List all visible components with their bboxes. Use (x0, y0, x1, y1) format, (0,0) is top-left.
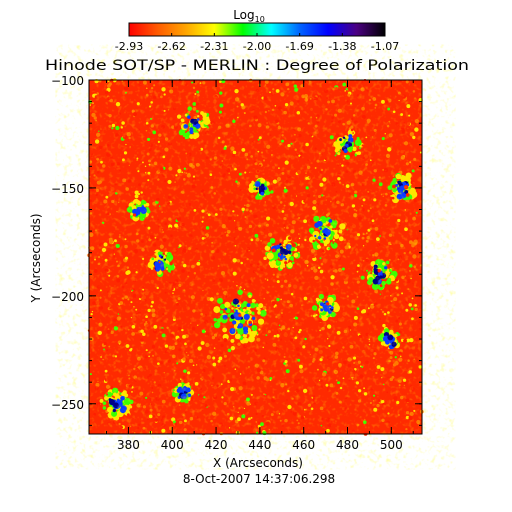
colorbar-tick-label: -2.93 (115, 40, 143, 53)
chart-title: Hinode SOT/SP - MERLIN : Degree of Polar… (45, 58, 469, 74)
colorbar-tick-label: -2.00 (243, 40, 271, 53)
colorbar-ticks: -2.93 -2.62 -2.31 -2.00 -1.69 -1.38 -1.07 (115, 33, 399, 53)
x-tick-label: 380 (117, 438, 140, 452)
x-tick-label: 400 (161, 438, 184, 452)
x-tick-label: 420 (205, 438, 228, 452)
colorbar-tick-label: -1.07 (371, 40, 399, 53)
timestamp: 8-Oct-2007 14:37:06.298 (183, 472, 335, 486)
x-tick-label: 440 (248, 438, 271, 452)
colorbar-tick-label: -1.38 (328, 40, 356, 53)
y-tick-label: −250 (51, 398, 84, 412)
x-tick-label: 480 (336, 438, 359, 452)
colorbar-tick-label: -2.62 (157, 40, 185, 53)
colorbar-tick-label: -1.69 (285, 40, 313, 53)
plot-area (87, 78, 424, 436)
plot-frame (88, 79, 423, 435)
colorbar-tick-label: -2.31 (200, 40, 228, 53)
y-tick-label: −150 (51, 182, 84, 196)
colorbar-label: Log10 (233, 8, 265, 24)
y-axis-label: Y (Arcseconds) (29, 213, 43, 303)
axis-ticks: 380 400 420 440 460 480 500 −100 −150 −200 −250 (51, 74, 422, 452)
x-tick-label: 460 (292, 438, 315, 452)
y-tick-label: −200 (51, 290, 84, 304)
heatmap-texture (89, 80, 422, 434)
x-axis-label: X (Arcseconds) (213, 456, 303, 470)
x-tick-label: 500 (380, 438, 403, 452)
y-tick-label: −100 (51, 74, 84, 88)
